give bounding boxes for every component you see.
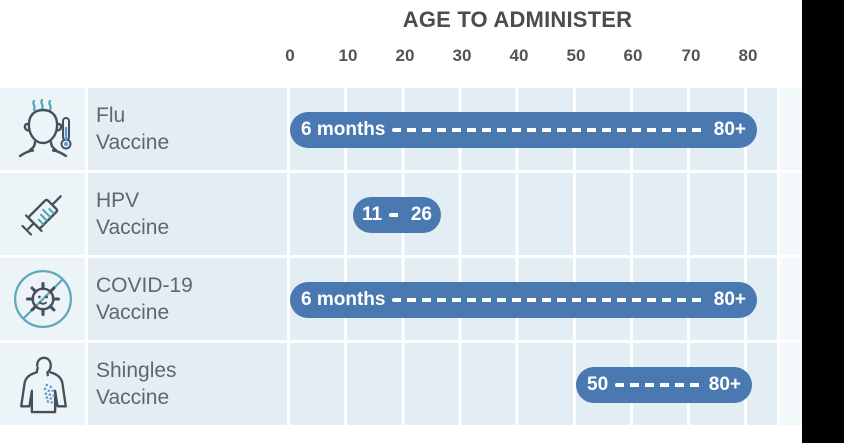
- row-label-line1: COVID-19: [96, 274, 193, 297]
- bar-end-label: 80+: [713, 289, 746, 310]
- chart-end-column: [777, 173, 802, 255]
- row-covid19-vaccine: COVID-19 Vaccine 6 months 80+: [0, 258, 802, 340]
- hpv-age-range-bar: 11 26: [353, 197, 441, 233]
- row-shingles-vaccine: Shingles Vaccine 50 80+: [0, 343, 802, 425]
- bar-start-label: 11: [362, 204, 383, 225]
- axis-tick: 50: [566, 46, 586, 65]
- bar-end-label: 80+: [713, 119, 746, 140]
- axis-tick: 0: [285, 46, 295, 65]
- bar-start-label: 6 months: [301, 289, 386, 310]
- shingles-age-range-bar: 50 80+: [576, 367, 752, 403]
- axis-tick: 10: [338, 46, 358, 65]
- axis-tick: 20: [395, 46, 415, 65]
- row-label-hpv: HPV Vaccine: [88, 173, 287, 255]
- bar-dashed-connector: [389, 213, 404, 217]
- row-label-line1: Flu: [96, 104, 126, 127]
- chart-end-column: [777, 343, 802, 425]
- covid19-age-range-bar: 6 months 80+: [290, 282, 757, 318]
- row-label-line2: Vaccine: [96, 131, 170, 154]
- axis-tick: 60: [623, 46, 643, 65]
- chart-title: AGE TO ADMINISTER: [402, 7, 633, 32]
- screen-edge-black-strip: [802, 0, 844, 443]
- row-label-flu: Flu Vaccine: [88, 88, 287, 170]
- syringe-icon: [0, 173, 85, 255]
- axis-tick: 80: [738, 46, 758, 65]
- axis-tick: 40: [509, 46, 529, 65]
- row-label-covid19: COVID-19 Vaccine: [88, 258, 287, 340]
- virus-prohibited-icon: [0, 258, 85, 340]
- row-label-line2: Vaccine: [96, 301, 170, 324]
- chart-track-hpv: 11 26: [287, 173, 802, 255]
- row-flu-vaccine: Flu Vaccine 6 months 80+: [0, 88, 802, 170]
- row-label-line2: Vaccine: [96, 386, 170, 409]
- torso-rash-icon: [0, 343, 85, 425]
- row-label-shingles: Shingles Vaccine: [88, 343, 287, 425]
- bar-end-label: 80+: [708, 374, 741, 395]
- chart-track-covid19: 6 months 80+: [287, 258, 802, 340]
- row-label-line1: Shingles: [96, 359, 177, 382]
- fever-person-icon: [0, 88, 85, 170]
- row-hpv-vaccine: HPV Vaccine 11 26: [0, 173, 802, 255]
- bar-end-label: 26: [410, 204, 432, 225]
- flu-age-range-bar: 6 months 80+: [290, 112, 757, 148]
- chart-end-column: [777, 88, 802, 170]
- row-label-line1: HPV: [96, 189, 140, 212]
- chart-end-column: [777, 258, 802, 340]
- row-label-line2: Vaccine: [96, 216, 170, 239]
- chart-track-flu: 6 months 80+: [287, 88, 802, 170]
- chart-track-shingles: 50 80+: [287, 343, 802, 425]
- x-axis: 0 10 20 30 40 50 60 70 80: [0, 46, 802, 70]
- bar-start-label: 6 months: [301, 119, 386, 140]
- bar-dashed-connector: [615, 383, 702, 387]
- chart-rows: Flu Vaccine 6 months 80+: [0, 88, 802, 428]
- bar-start-label: 50: [587, 374, 609, 395]
- axis-tick: 70: [681, 46, 701, 65]
- axis-tick: 30: [452, 46, 472, 65]
- bar-dashed-connector: [392, 128, 707, 132]
- bar-dashed-connector: [392, 298, 707, 302]
